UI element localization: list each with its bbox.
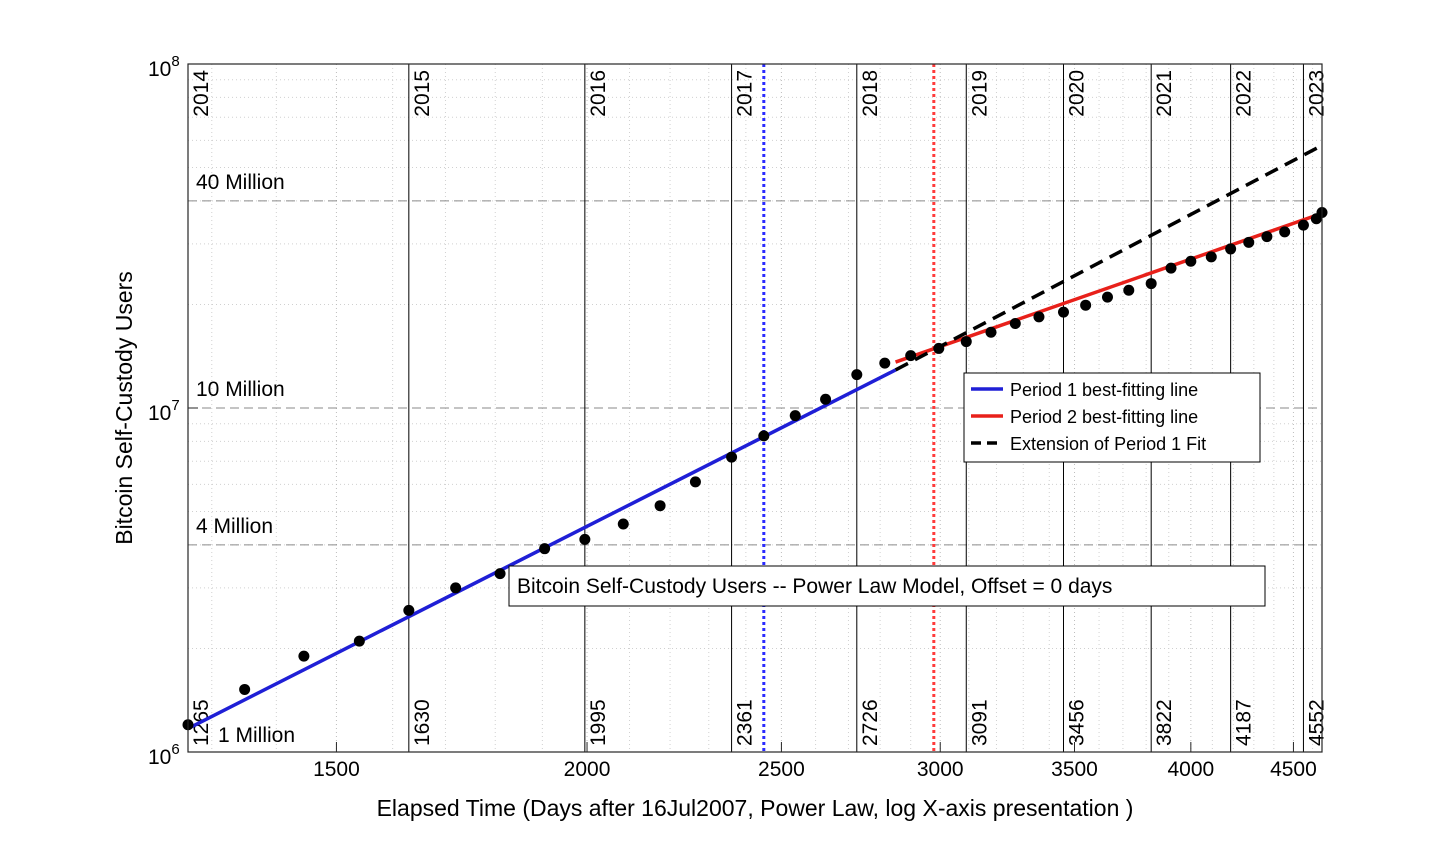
data-point <box>579 533 591 545</box>
data-point <box>1297 219 1309 231</box>
legend-label: Extension of Period 1 Fit <box>1010 434 1206 454</box>
data-point <box>1261 231 1273 243</box>
reference-label: 1 Million <box>218 724 295 747</box>
data-point <box>403 604 415 616</box>
legend-label: Period 1 best-fitting line <box>1010 380 1198 400</box>
data-point <box>726 451 738 463</box>
x-tick-label: 4000 <box>1167 758 1214 781</box>
day-label: 4552 <box>1305 699 1328 746</box>
x-tick-label: 1500 <box>313 758 360 781</box>
annotation-text: Bitcoin Self-Custody Users -- Power Law … <box>517 575 1112 598</box>
data-point <box>298 650 310 662</box>
data-point <box>1185 255 1197 267</box>
year-label: 2021 <box>1153 70 1176 117</box>
data-point <box>789 410 801 422</box>
year-label: 2022 <box>1233 70 1256 117</box>
y-tick-label: 106 <box>148 741 180 769</box>
data-point <box>1080 299 1092 311</box>
data-point <box>617 518 629 530</box>
reference-label: 40 Million <box>196 171 285 194</box>
data-point <box>820 393 832 405</box>
legend-label: Period 2 best-fitting line <box>1010 407 1198 427</box>
legend: Period 1 best-fitting line Period 2 best-… <box>963 372 1261 463</box>
data-point <box>494 568 506 580</box>
y-tick-label: 107 <box>148 397 180 425</box>
data-point <box>353 635 365 647</box>
reference-lines: 40 Million 10 Million 4 Million 1 Million <box>188 171 1322 747</box>
data-point <box>689 476 701 488</box>
data-point <box>960 336 972 348</box>
reference-label: 10 Million <box>196 378 285 401</box>
y-tick-label: 108 <box>148 53 180 81</box>
data-point <box>1057 306 1069 318</box>
year-label: 2023 <box>1305 70 1328 117</box>
data-point <box>1101 291 1113 303</box>
data-point <box>539 543 551 555</box>
year-label: 2017 <box>734 70 757 117</box>
annotation-frame <box>508 565 1266 607</box>
year-label: 2020 <box>1065 70 1088 117</box>
data-point <box>933 342 945 354</box>
day-label: 1630 <box>411 699 434 746</box>
x-tick-label: 3000 <box>917 758 964 781</box>
day-label: 3822 <box>1153 699 1176 746</box>
year-label: 2016 <box>587 70 610 117</box>
day-label: 2361 <box>734 699 757 746</box>
data-point <box>758 430 770 442</box>
y-axis-title: Bitcoin Self-Custody Users <box>111 271 137 545</box>
data-point <box>450 582 462 594</box>
year-label: 2015 <box>411 70 434 117</box>
data-point <box>1009 318 1021 330</box>
day-label: 3456 <box>1065 699 1088 746</box>
x-tick-label: 2000 <box>564 758 611 781</box>
day-label: 1995 <box>587 699 610 746</box>
data-point <box>905 350 917 362</box>
day-label: 3091 <box>968 699 991 746</box>
data-point <box>1165 262 1177 274</box>
data-point <box>1123 284 1135 296</box>
x-axis-ticks: 1500 2000 2500 3000 3500 4000 4500 <box>313 742 1317 781</box>
reference-label: 4 Million <box>196 515 273 538</box>
data-point <box>879 357 891 369</box>
data-point <box>851 369 863 381</box>
x-axis-title: Elapsed Time (Days after 16Jul2007, Powe… <box>377 795 1134 821</box>
x-tick-label: 4500 <box>1270 758 1317 781</box>
year-label: 2018 <box>859 70 882 117</box>
data-point <box>654 500 666 512</box>
data-point <box>1243 236 1255 248</box>
data-point <box>1145 278 1157 290</box>
year-label: 2014 <box>190 70 213 117</box>
x-tick-label: 3500 <box>1051 758 1098 781</box>
annotation-box: Bitcoin Self-Custody Users -- Power Law … <box>508 565 1266 607</box>
series-line-3 <box>894 143 1323 372</box>
data-point <box>1279 226 1291 238</box>
day-label: 2726 <box>859 699 882 746</box>
legend-box <box>963 372 1261 463</box>
data-point <box>1225 243 1237 255</box>
y-axis-ticks: 106 107 108 <box>148 53 198 769</box>
year-label: 2019 <box>968 70 991 117</box>
day-label: 4187 <box>1233 699 1256 746</box>
data-point <box>1033 311 1045 323</box>
vertical-markers <box>762 64 936 752</box>
x-tick-label: 2500 <box>758 758 805 781</box>
data-point <box>985 326 997 338</box>
data-point <box>1205 251 1217 263</box>
data-points <box>182 207 1328 731</box>
data-point <box>239 683 251 695</box>
